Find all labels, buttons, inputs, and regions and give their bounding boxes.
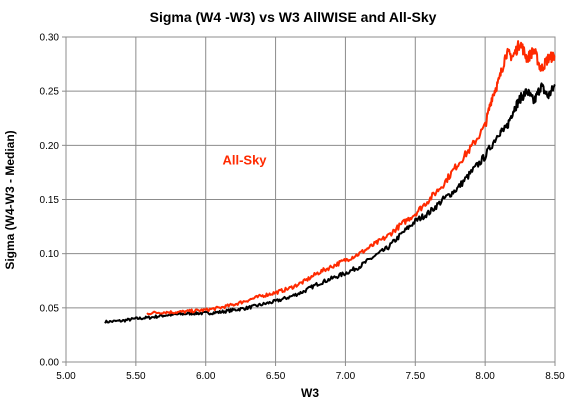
y-axis-label: Sigma (W4-W3 - Median) — [3, 130, 17, 269]
annotations: All-Sky — [222, 152, 267, 167]
y-tick-label: 0.05 — [40, 303, 60, 314]
x-tick-label: 5.50 — [126, 371, 146, 382]
y-tick-label: 0.25 — [40, 87, 60, 98]
y-tick-label: 0.00 — [40, 358, 60, 369]
annotation-label: All-Sky — [222, 152, 267, 167]
y-tick-label: 0.10 — [40, 249, 60, 260]
x-tick-label: 6.00 — [196, 371, 216, 382]
y-tick-label: 0.20 — [40, 141, 60, 152]
x-tick-label: 5.00 — [56, 371, 76, 382]
x-tick-label: 7.00 — [336, 371, 356, 382]
x-axis-label: W3 — [301, 386, 319, 400]
grid-lines — [65, 36, 556, 363]
chart-title: Sigma (W4 -W3) vs W3 AllWISE and All-Sky — [150, 9, 437, 25]
x-tick-label: 6.50 — [266, 371, 286, 382]
series-line-0 — [104, 82, 556, 324]
x-tick-label: 8.00 — [475, 371, 495, 382]
series-line-1 — [146, 40, 556, 316]
y-axis-ticks: 0.00 0.05 0.10 0.15 0.20 0.25 0.30 — [40, 33, 66, 369]
x-tick-label: 8.50 — [545, 371, 565, 382]
x-tick-label: 7.50 — [406, 371, 426, 382]
y-tick-label: 0.30 — [40, 33, 60, 44]
x-axis-ticks: 5.00 5.50 6.00 6.50 7.00 7.50 8.00 8.50 — [56, 362, 565, 382]
y-tick-label: 0.15 — [40, 195, 60, 206]
series-layer — [104, 40, 556, 324]
